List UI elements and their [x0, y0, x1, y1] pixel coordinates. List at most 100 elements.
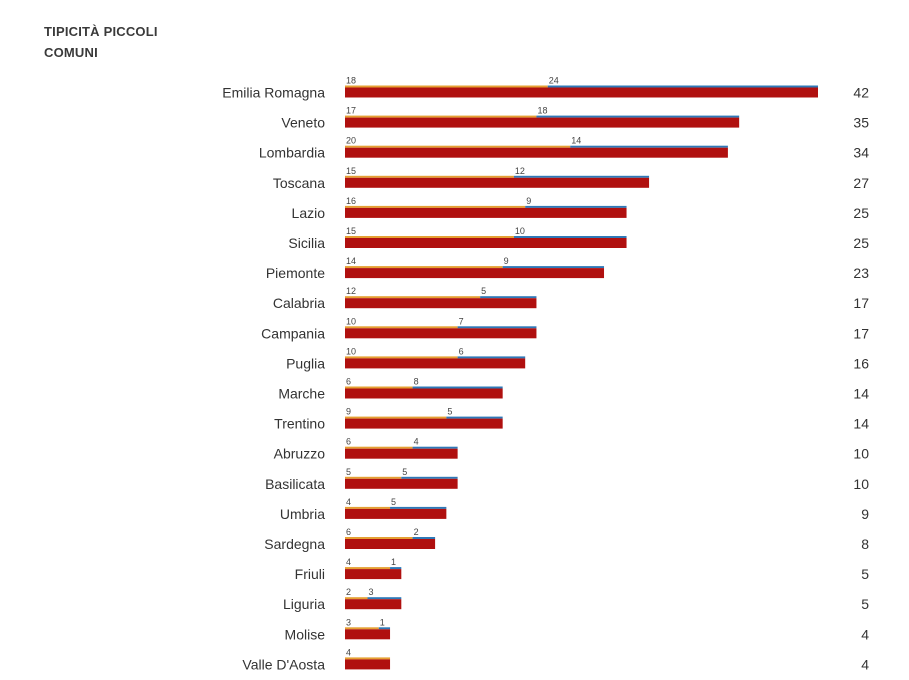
series-b-bar — [525, 205, 627, 208]
total-value-label: 14 — [853, 416, 869, 432]
total-bar — [345, 268, 605, 279]
series-a-label: 17 — [346, 106, 356, 116]
series-b-bar — [547, 85, 818, 88]
category-label: Campania — [261, 325, 325, 341]
category-label: Umbria — [280, 506, 325, 522]
series-a-label: 6 — [346, 527, 351, 537]
total-value-label: 10 — [853, 446, 869, 462]
series-b-bar — [378, 627, 391, 630]
series-a-label: 15 — [346, 226, 356, 236]
total-bar — [345, 629, 391, 640]
series-b-label: 8 — [414, 377, 419, 387]
series-b-label: 14 — [571, 136, 581, 146]
category-label: Basilicata — [265, 476, 325, 492]
series-b-label: 10 — [515, 226, 525, 236]
series-a-bar — [345, 537, 413, 539]
total-value-label: 23 — [853, 265, 869, 281]
series-b-label: 5 — [391, 497, 396, 507]
series-a-label: 4 — [346, 497, 351, 507]
category-label: Lazio — [292, 205, 326, 221]
series-a-bar — [345, 205, 526, 208]
series-b-label: 5 — [402, 467, 407, 477]
series-a-bar — [345, 416, 447, 419]
series-b-label: 9 — [526, 196, 531, 206]
series-b-bar — [390, 567, 402, 570]
series-a-label: 18 — [346, 76, 356, 86]
series-a-bar — [345, 476, 402, 479]
series-a-bar — [345, 386, 413, 389]
series-b-bar — [502, 266, 605, 269]
category-label: Molise — [285, 626, 326, 642]
category-label: Abruzzo — [274, 446, 326, 462]
series-b-label: 5 — [447, 407, 452, 417]
total-bar — [345, 87, 818, 98]
series-a-bar — [345, 657, 391, 660]
total-bar — [345, 177, 650, 188]
series-a-bar — [345, 627, 379, 630]
category-label: Liguria — [283, 596, 325, 612]
total-value-label: 4 — [861, 626, 869, 642]
series-a-label: 4 — [346, 557, 351, 567]
series-b-bar — [367, 597, 402, 600]
series-a-bar — [345, 296, 481, 299]
total-value-label: 35 — [853, 115, 869, 131]
series-b-bar — [390, 506, 447, 509]
chart-title: TIPICITÀ PICCOLI COMUNI — [44, 24, 158, 60]
series-a-bar — [345, 567, 391, 570]
series-b-bar — [412, 446, 458, 449]
category-label: Sardegna — [264, 536, 325, 552]
total-bar — [345, 448, 458, 459]
total-value-label: 14 — [853, 386, 869, 402]
total-value-label: 25 — [853, 235, 869, 251]
total-bar — [345, 418, 503, 429]
series-b-label: 24 — [549, 76, 559, 86]
series-b-bar — [513, 175, 650, 178]
category-label: Puglia — [286, 355, 325, 371]
total-value-label: 25 — [853, 205, 869, 221]
series-b-label: 12 — [515, 166, 525, 176]
series-b-label: 18 — [537, 106, 547, 116]
category-label: Toscana — [273, 175, 325, 191]
total-value-label: 16 — [853, 355, 869, 371]
series-a-bar — [345, 446, 413, 449]
series-a-bar — [345, 356, 458, 359]
total-bar — [345, 238, 627, 248]
series-a-label: 20 — [346, 136, 356, 146]
series-a-label: 9 — [346, 407, 351, 417]
series-a-bar — [345, 597, 368, 600]
category-label: Lombardia — [259, 145, 325, 161]
series-a-label: 10 — [346, 346, 356, 356]
series-a-label: 10 — [346, 316, 356, 326]
total-bar — [345, 298, 537, 309]
total-bar — [345, 659, 391, 670]
series-b-bar — [570, 145, 728, 148]
series-b-label: 9 — [504, 256, 509, 266]
series-a-label: 5 — [346, 467, 351, 477]
series-b-label: 1 — [391, 557, 396, 567]
series-b-bar — [412, 537, 436, 539]
category-label: Piemonte — [266, 265, 325, 281]
category-label: Friuli — [295, 566, 325, 582]
total-value-label: 27 — [853, 175, 869, 191]
series-a-bar — [345, 506, 391, 509]
series-a-label: 15 — [346, 166, 356, 176]
series-a-label: 14 — [346, 256, 356, 266]
total-bar — [345, 388, 503, 399]
series-b-bar — [513, 236, 627, 238]
category-label: Marche — [278, 386, 325, 402]
series-a-bar — [345, 115, 537, 118]
total-value-label: 17 — [853, 295, 869, 311]
series-b-label: 4 — [414, 437, 419, 447]
total-bar — [345, 117, 740, 128]
series-a-label: 4 — [346, 647, 351, 657]
series-b-bar — [480, 296, 537, 299]
total-value-label: 9 — [861, 506, 869, 522]
series-b-label: 3 — [369, 587, 374, 597]
series-a-label: 2 — [346, 587, 351, 597]
series-a-bar — [345, 266, 503, 269]
series-b-label: 1 — [380, 617, 385, 627]
series-a-label: 12 — [346, 286, 356, 296]
total-bar — [345, 599, 402, 610]
total-bar — [345, 147, 728, 158]
